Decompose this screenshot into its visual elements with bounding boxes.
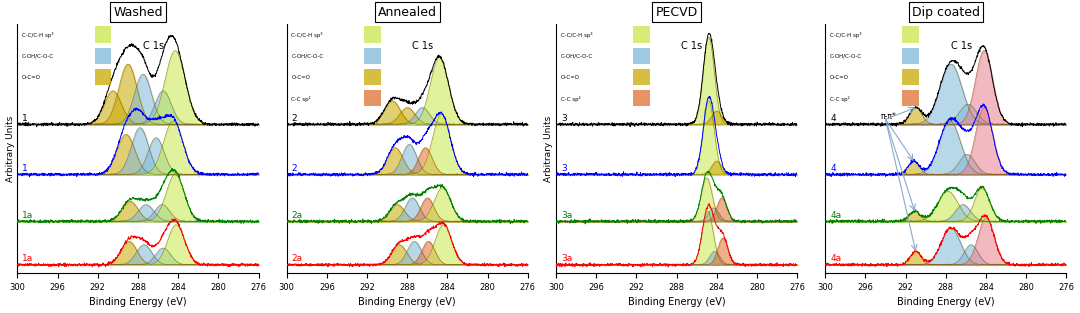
Title: Dip coated: Dip coated [912, 6, 980, 18]
FancyBboxPatch shape [903, 90, 919, 106]
Text: 3: 3 [561, 114, 567, 123]
Text: 4: 4 [831, 164, 836, 173]
Text: C 1s: C 1s [143, 41, 164, 51]
Text: C-OH/C-O-C: C-OH/C-O-C [292, 54, 324, 59]
Text: C-C sp²: C-C sp² [831, 96, 850, 102]
FancyBboxPatch shape [903, 26, 919, 43]
Text: 1a: 1a [23, 211, 33, 220]
FancyBboxPatch shape [95, 69, 111, 85]
X-axis label: Binding Energy (eV): Binding Energy (eV) [897, 297, 995, 307]
Text: 3a: 3a [561, 254, 572, 263]
FancyBboxPatch shape [633, 69, 650, 85]
X-axis label: Binding Energy (eV): Binding Energy (eV) [359, 297, 456, 307]
Text: 2: 2 [292, 164, 297, 173]
FancyBboxPatch shape [633, 90, 650, 106]
FancyBboxPatch shape [364, 26, 381, 43]
Text: O-C=O: O-C=O [561, 75, 580, 80]
Y-axis label: Arbitrary Units: Arbitrary Units [5, 115, 14, 182]
Text: 1: 1 [23, 164, 28, 173]
Text: C-C/C-H sp³: C-C/C-H sp³ [23, 32, 54, 38]
FancyBboxPatch shape [633, 48, 650, 64]
FancyBboxPatch shape [633, 26, 650, 43]
Text: C-C/C-H sp³: C-C/C-H sp³ [831, 32, 862, 38]
X-axis label: Binding Energy (eV): Binding Energy (eV) [90, 297, 187, 307]
Text: 2: 2 [292, 114, 297, 123]
Text: 1: 1 [23, 114, 28, 123]
Text: C-C sp²: C-C sp² [292, 96, 311, 102]
Title: PECVD: PECVD [656, 6, 698, 18]
FancyBboxPatch shape [95, 26, 111, 43]
FancyBboxPatch shape [364, 90, 381, 106]
Text: 3a: 3a [561, 211, 572, 220]
Text: C-C sp²: C-C sp² [561, 96, 581, 102]
Text: C 1s: C 1s [950, 41, 972, 51]
Title: Washed: Washed [113, 6, 163, 18]
Text: 3: 3 [561, 164, 567, 173]
Text: π-π*: π-π* [880, 112, 896, 121]
Text: 4a: 4a [831, 211, 841, 220]
Text: C-C/C-H sp³: C-C/C-H sp³ [292, 32, 323, 38]
Text: 2a: 2a [292, 211, 302, 220]
Text: C-OH/C-O-C: C-OH/C-O-C [23, 54, 54, 59]
Text: 2a: 2a [292, 254, 302, 263]
Text: C-OH/C-O-C: C-OH/C-O-C [561, 54, 593, 59]
FancyBboxPatch shape [364, 69, 381, 85]
Title: Annealed: Annealed [378, 6, 436, 18]
Text: 1a: 1a [23, 254, 33, 263]
FancyBboxPatch shape [95, 48, 111, 64]
Text: C-C/C-H sp³: C-C/C-H sp³ [561, 32, 593, 38]
Text: C 1s: C 1s [413, 41, 433, 51]
Y-axis label: Arbitrary Units: Arbitrary Units [544, 115, 553, 182]
FancyBboxPatch shape [364, 48, 381, 64]
Text: C 1s: C 1s [681, 41, 702, 51]
Text: 4: 4 [831, 114, 836, 123]
FancyBboxPatch shape [903, 69, 919, 85]
Text: 4a: 4a [831, 254, 841, 263]
FancyBboxPatch shape [903, 48, 919, 64]
Text: C-OH/C-O-C: C-OH/C-O-C [831, 54, 862, 59]
Text: O-C=O: O-C=O [23, 75, 41, 80]
X-axis label: Binding Energy (eV): Binding Energy (eV) [627, 297, 726, 307]
Text: O-C=O: O-C=O [292, 75, 310, 80]
Text: O-C=O: O-C=O [831, 75, 849, 80]
